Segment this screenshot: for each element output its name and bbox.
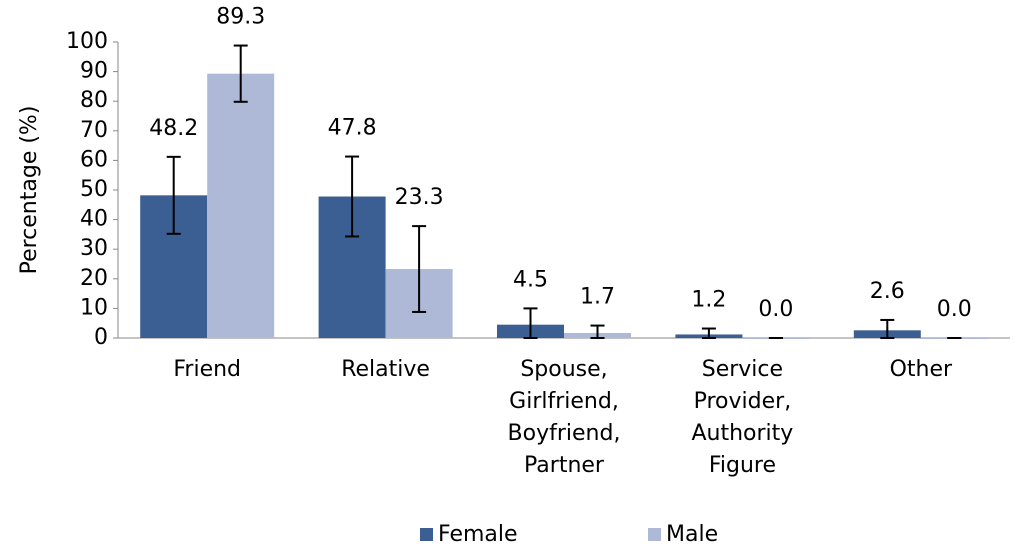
y-tick-label: 30 <box>80 236 108 261</box>
value-label: 89.3 <box>216 5 265 30</box>
legend-label: Female <box>438 522 518 547</box>
error-bar <box>880 318 895 339</box>
value-label: 4.5 <box>513 267 548 292</box>
y-tick-label: 100 <box>66 29 108 54</box>
value-label: 2.6 <box>870 279 905 304</box>
x-tick-line: Other <box>890 357 953 382</box>
y-tick-label: 40 <box>80 207 108 232</box>
x-tick-label: Other <box>890 357 953 382</box>
x-tick-line: Spouse, <box>520 357 607 382</box>
error-bar <box>412 225 427 313</box>
value-label: 23.3 <box>395 185 444 210</box>
x-tick-line: Partner <box>524 453 605 478</box>
x-tick-line: Service <box>702 357 783 382</box>
x-tick-line: Friend <box>173 357 241 382</box>
y-tick-label: 0 <box>94 325 108 350</box>
value-label: 0.0 <box>937 297 972 322</box>
error-bar <box>345 155 360 238</box>
y-tick-label: 80 <box>80 88 108 113</box>
x-tick-label: Service Provider, Authority Figure <box>691 357 793 478</box>
y-tick-label: 20 <box>80 266 108 291</box>
value-label: 1.7 <box>580 285 615 310</box>
value-label: 0.0 <box>758 297 793 322</box>
y-tick-label: 70 <box>80 118 108 143</box>
y-tick-label: 50 <box>80 177 108 202</box>
value-label: 47.8 <box>328 116 377 141</box>
y-tick-label: 90 <box>80 59 108 84</box>
x-tick-line: Boyfriend, <box>508 421 621 446</box>
x-tick-line: Girlfriend, <box>509 389 619 414</box>
y-tick-label: 60 <box>80 147 108 172</box>
error-bar <box>590 324 605 339</box>
error-bar <box>233 44 248 103</box>
value-label: 1.2 <box>691 288 726 313</box>
x-tick-line: Relative <box>341 357 430 382</box>
value-label: 48.2 <box>149 116 198 141</box>
y-tick-label: 10 <box>80 295 108 320</box>
legend-swatch <box>648 528 661 541</box>
legend-swatch <box>420 528 433 541</box>
x-tick-line: Provider, <box>694 389 792 414</box>
legend-label: Male <box>666 522 718 547</box>
x-tick-line: Figure <box>709 453 776 478</box>
x-tick-label: Relative <box>341 357 430 382</box>
error-bar <box>523 307 538 339</box>
bar <box>207 73 275 338</box>
x-tick-line: Authority <box>691 421 793 446</box>
error-bar <box>166 155 181 235</box>
x-tick-label: Spouse, Girlfriend, Boyfriend, Partner <box>508 357 621 478</box>
x-tick-label: Friend <box>173 357 241 382</box>
error-bar <box>701 327 716 339</box>
y-axis-title: Percentage (%) <box>17 106 42 275</box>
